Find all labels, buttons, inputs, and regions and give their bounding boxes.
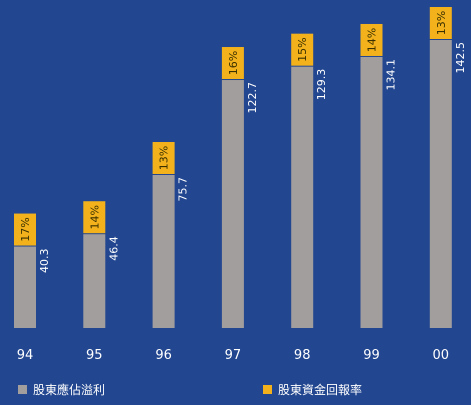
return-box: [152, 142, 175, 175]
profit-value-label: 129.3: [315, 69, 328, 101]
return-box: [360, 23, 383, 56]
x-tick-label: 95: [86, 348, 103, 363]
profit-bar: [152, 175, 175, 328]
x-tick-label: 99: [363, 348, 380, 363]
profit-bar: [14, 246, 36, 328]
profit-bar: [83, 234, 106, 328]
legend-item-profit: 股東應佔溢利: [18, 380, 105, 398]
profit-bar: [291, 66, 314, 329]
return-label: 13%: [435, 11, 448, 35]
profit-value-label: 46.4: [107, 236, 120, 260]
return-label: 15%: [296, 37, 309, 61]
return-box: [83, 201, 106, 234]
legend-swatch-profit: [18, 384, 27, 394]
legend-label-return: 股東資金回報率: [278, 382, 363, 397]
return-label: 14%: [88, 205, 101, 229]
legend-label-profit: 股東應佔溢利: [33, 382, 106, 397]
x-tick-label: 94: [17, 348, 34, 363]
x-tick-label: 98: [294, 348, 311, 363]
x-tick-label: 00: [433, 348, 450, 363]
x-tick-label: 96: [155, 348, 172, 363]
return-label: 14%: [366, 28, 379, 52]
profit-value-label: 142.5: [454, 42, 467, 74]
profit-bar: [429, 40, 452, 328]
profit-value-label: 75.7: [177, 177, 190, 202]
profit-bar: [360, 56, 383, 329]
legend-swatch-return: [263, 384, 272, 394]
profit-value-label: 134.1: [385, 59, 398, 90]
return-label: 16%: [227, 51, 240, 75]
return-box: [429, 7, 452, 39]
return-box: [221, 47, 244, 80]
profit-value-label: 122.7: [246, 82, 259, 114]
return-label: 17%: [19, 217, 32, 241]
x-tick-label: 97: [225, 348, 242, 363]
profit-value-label: 40.3: [38, 249, 51, 274]
return-box: [291, 33, 314, 66]
legend-item-return: 股東資金回報率: [263, 380, 362, 398]
return-box: [14, 213, 36, 246]
profit-bar: [221, 80, 244, 328]
return-label: 13%: [158, 146, 171, 170]
